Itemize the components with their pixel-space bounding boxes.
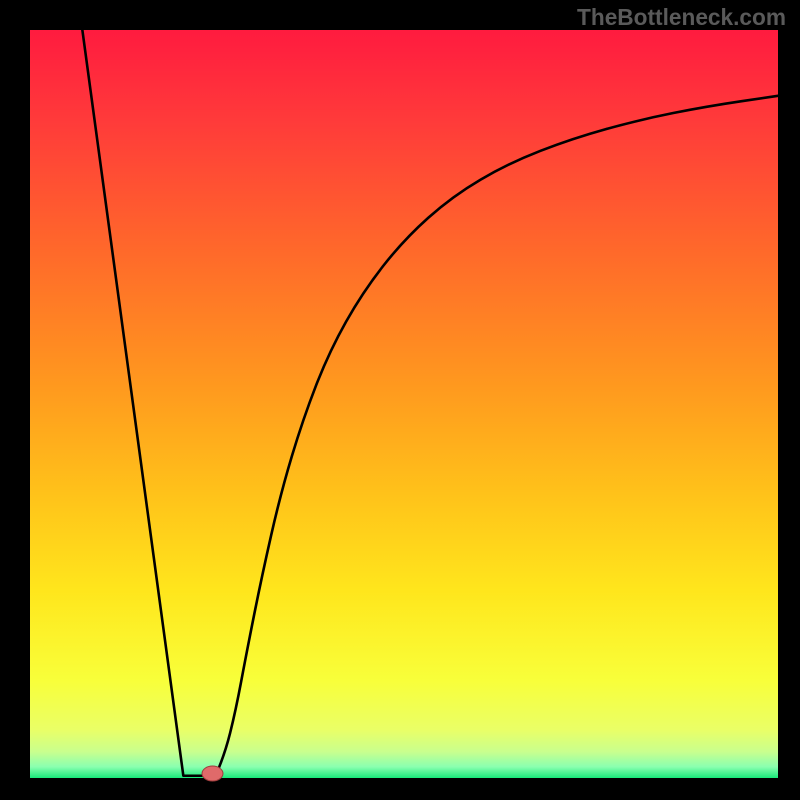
bottleneck-chart xyxy=(0,0,800,800)
plot-area xyxy=(30,30,778,778)
chart-stage: TheBottleneck.com xyxy=(0,0,800,800)
watermark-text: TheBottleneck.com xyxy=(577,4,786,31)
min-point-marker xyxy=(202,766,223,781)
